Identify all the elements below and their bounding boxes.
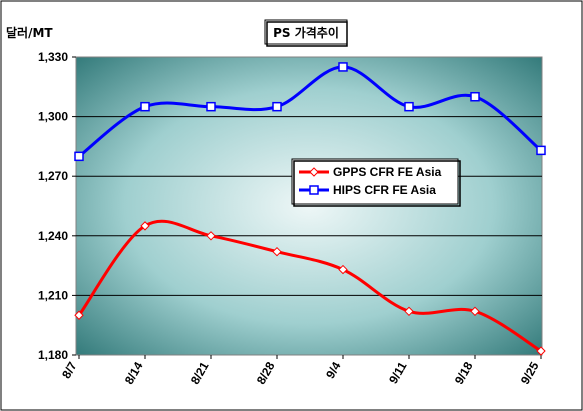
y-tick-label: 1,240	[38, 229, 68, 243]
data-point-gpps	[272, 246, 282, 257]
data-point-gpps	[140, 221, 150, 231]
data-point-hips	[536, 145, 546, 156]
data-point-hips	[404, 101, 414, 112]
y-tick-label: 1,300	[38, 110, 68, 124]
data-point-gpps	[470, 306, 480, 317]
data-point-gpps	[536, 346, 546, 356]
legend: GPPS CFR FE Asia HIPS CFR FE Asia	[291, 158, 461, 207]
chart-title-shadow	[266, 21, 348, 47]
data-point-hips	[74, 151, 84, 162]
data-point-hips	[272, 101, 282, 112]
chart-title: PS 가격추이	[273, 25, 339, 40]
chart-title-box	[264, 19, 348, 45]
legend-shadow	[293, 160, 461, 207]
data-point-gpps	[206, 231, 216, 241]
data-point-gpps	[338, 264, 348, 275]
legend-label-hips: HIPS CFR FE Asia	[333, 183, 436, 197]
y-axis-unit: 달러/MT	[6, 25, 53, 40]
legend-marker-gpps	[309, 167, 319, 177]
y-axis-ticks: 1,180 1,210 1,240 1,270 1,300 1,330	[38, 50, 76, 362]
data-point-hips	[470, 91, 480, 102]
y-tick-label: 1,210	[38, 288, 68, 302]
legend-marker-hips	[309, 185, 319, 195]
data-point-hips	[338, 62, 348, 72]
y-tick-label: 1,270	[38, 169, 68, 183]
legend-label-gpps: GPPS CFR FE Asia	[333, 165, 442, 179]
legend-box	[291, 158, 459, 205]
data-point-hips	[206, 101, 216, 112]
data-point-gpps	[74, 310, 84, 320]
y-tick-label: 1,180	[38, 348, 68, 362]
data-point-gpps	[404, 306, 414, 317]
data-series	[74, 62, 546, 356]
data-point-hips	[140, 101, 150, 112]
y-tick-label: 1,330	[38, 50, 68, 64]
